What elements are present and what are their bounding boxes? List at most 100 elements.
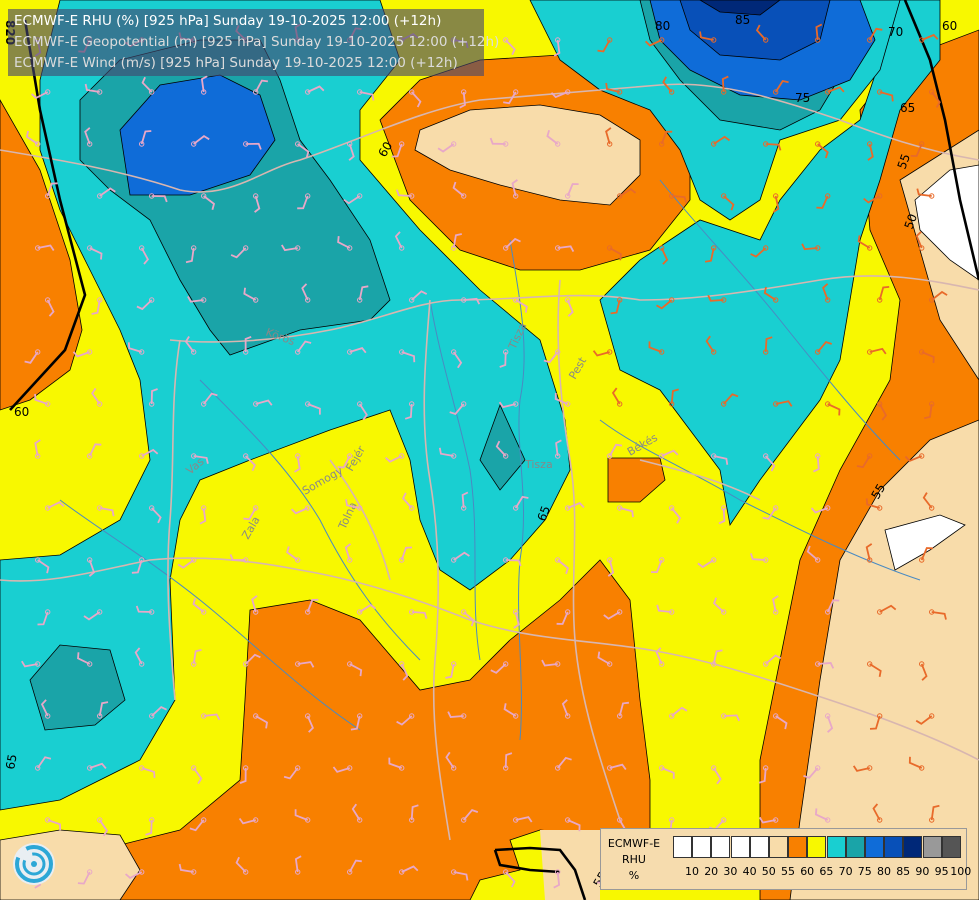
legend-swatch-10 <box>673 836 692 858</box>
svg-text:75: 75 <box>795 91 810 105</box>
wind-barb <box>127 342 145 355</box>
wind-barb <box>238 817 259 825</box>
wind-barb <box>294 340 312 355</box>
wind-barb <box>200 392 218 407</box>
svg-text:55: 55 <box>895 152 913 171</box>
wind-barb <box>304 713 314 733</box>
wind-barb <box>84 127 93 147</box>
wind-barb <box>398 546 413 563</box>
wind-barb <box>511 179 519 199</box>
wind-barb <box>297 193 311 210</box>
wind-barb <box>346 859 362 875</box>
wind-barb <box>499 349 509 368</box>
wind-barb <box>460 491 469 511</box>
wind-barb <box>810 505 831 514</box>
wind-barb <box>346 141 355 161</box>
wind-barb <box>928 804 940 823</box>
legend-swatch-100 <box>941 836 961 858</box>
wind-barb <box>763 286 779 303</box>
wind-barb <box>251 595 259 615</box>
wind-barb <box>662 76 675 95</box>
rhu-region-low <box>884 514 966 571</box>
wind-barb <box>541 659 561 667</box>
wind-barb <box>34 244 55 251</box>
wind-barb <box>449 401 467 416</box>
wind-barb <box>391 141 405 158</box>
wind-barb <box>192 597 207 615</box>
wind-barb <box>866 661 882 677</box>
wind-barb <box>503 89 519 105</box>
wind-barb <box>34 557 50 574</box>
wind-barb <box>904 453 925 462</box>
wind-barb <box>824 713 834 733</box>
wind-barb <box>136 297 155 311</box>
wind-barb <box>44 182 58 199</box>
wind-barb <box>772 400 793 407</box>
legend-title-line3: % <box>628 869 640 882</box>
wind-barb <box>408 89 422 108</box>
wind-title: ECMWF-E Wind (m/s) [925 hPa] Sunday 19-1… <box>14 55 458 71</box>
wind-barb <box>346 347 367 355</box>
wind-barb <box>356 603 377 615</box>
wind-barb <box>697 557 717 569</box>
legend-swatch-55 <box>769 836 788 858</box>
wind-barb <box>301 283 311 303</box>
wind-barb <box>707 294 727 303</box>
wind-barb <box>77 869 93 885</box>
wind-barb <box>294 453 301 473</box>
wind-barb <box>869 713 883 730</box>
wind-barb <box>814 141 829 159</box>
wind-barb <box>200 75 208 95</box>
wind-barb <box>396 713 415 726</box>
rhu-region-85 <box>699 0 781 16</box>
wind-barb <box>356 401 368 421</box>
wind-barb <box>699 31 717 43</box>
wind-barb <box>606 245 622 261</box>
legend-title-line2: RHU <box>622 853 646 866</box>
wind-barb <box>648 341 665 355</box>
wind-barb <box>758 765 769 784</box>
wind-barb <box>44 817 62 831</box>
wind-barb <box>460 809 479 823</box>
wind-barb <box>762 654 782 667</box>
wind-barb <box>610 297 623 315</box>
wind-barb <box>294 141 310 158</box>
wind-barb <box>918 349 935 364</box>
wind-barb <box>658 245 669 265</box>
wind-barb <box>762 141 782 151</box>
wind-barb <box>502 557 522 567</box>
wind-barb <box>668 706 688 719</box>
wind-barb <box>876 286 890 303</box>
legend-label-95: 95 <box>934 865 949 878</box>
wind-barb <box>863 193 883 204</box>
wind-barb <box>824 401 841 416</box>
wind-barb <box>356 285 369 303</box>
wind-barb <box>824 599 840 615</box>
geopotential-lines <box>9 0 979 900</box>
wind-barb <box>553 869 561 889</box>
wind-barb <box>84 83 103 95</box>
wind-barb <box>918 33 939 43</box>
rhu-region-65 <box>599 0 941 527</box>
wind-barb <box>344 543 353 563</box>
wind-barb <box>512 609 520 629</box>
wind-barb <box>243 505 259 521</box>
svg-text:70: 70 <box>888 25 903 39</box>
wind-barb <box>283 765 301 780</box>
wind-barb <box>34 393 51 407</box>
legend-title: ECMWF-E RHU % <box>603 836 665 884</box>
svg-text:Tisza: Tisza <box>524 458 553 471</box>
wind-barb <box>503 703 519 719</box>
rhu-region-55 <box>0 99 83 411</box>
legend-swatch-20 <box>692 836 712 858</box>
wind-barb <box>876 401 888 421</box>
wind-barb <box>25 130 41 147</box>
wind-barb <box>824 86 845 95</box>
wind-barb <box>460 297 481 305</box>
wind-barb <box>408 290 428 303</box>
wind-barb <box>332 765 353 773</box>
wind-barb <box>398 661 409 681</box>
wind-barb <box>554 756 572 771</box>
svg-text:50: 50 <box>902 212 920 231</box>
wind-barb <box>86 245 103 260</box>
